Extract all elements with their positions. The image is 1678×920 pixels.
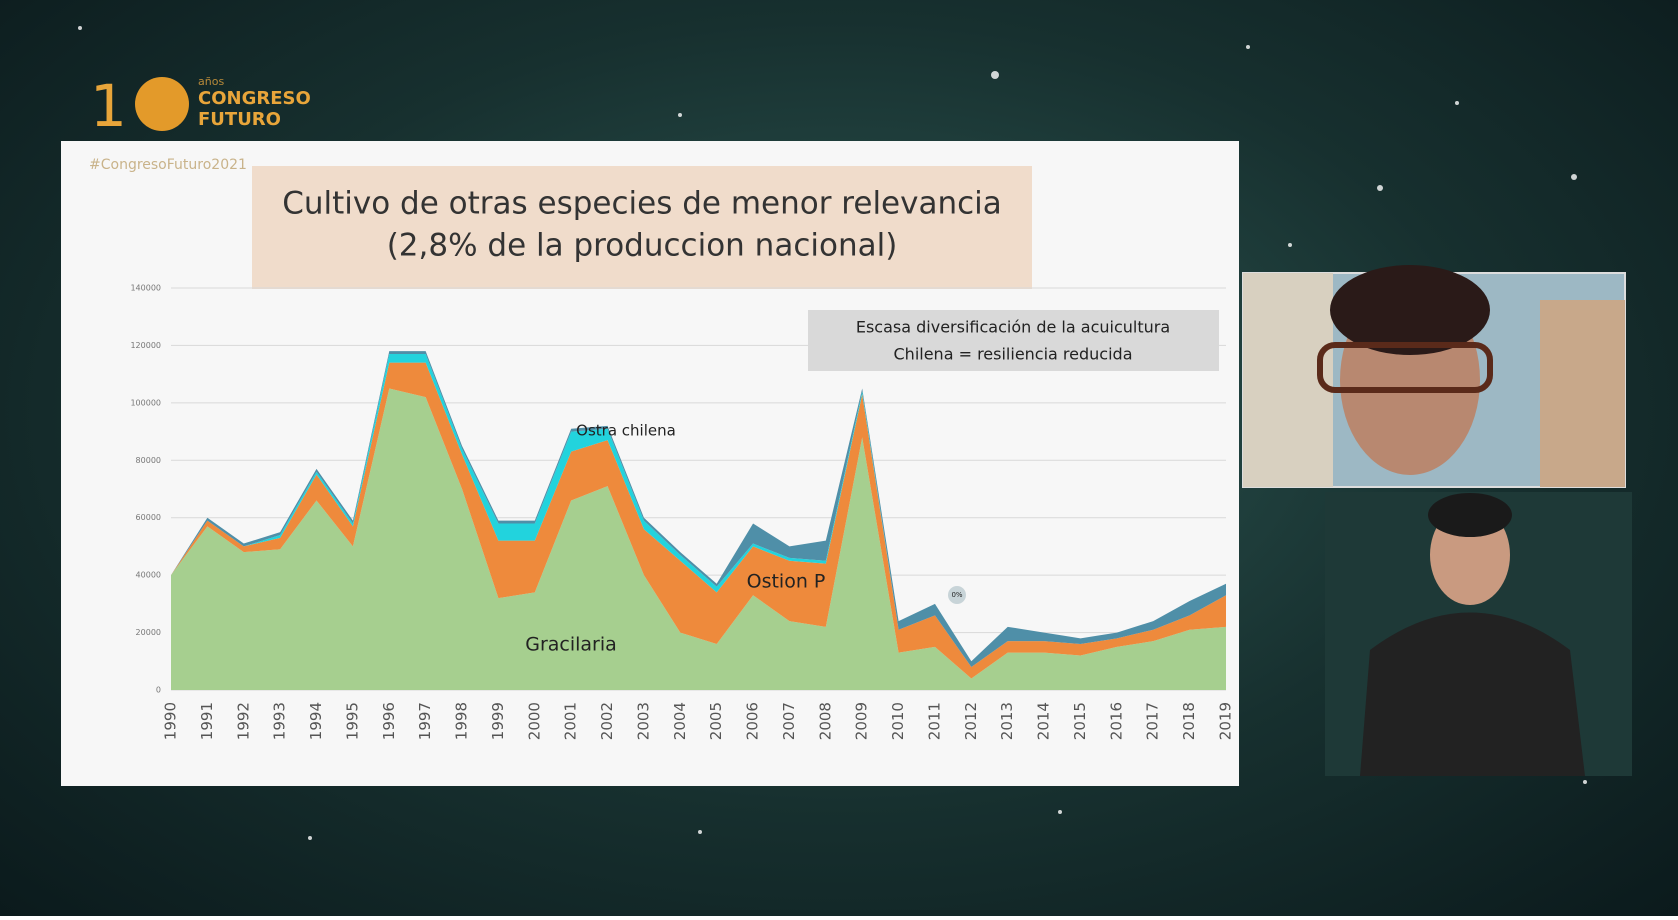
x-tick-label: 2005: [707, 702, 725, 740]
y-tick-label: 100000: [130, 398, 161, 407]
x-tick-label: 2019: [1217, 702, 1235, 740]
x-tick-label: 2012: [962, 702, 980, 740]
x-tick-label: 1995: [343, 702, 361, 740]
slide-title: (2,8% de la produccion nacional): [387, 228, 898, 264]
note: Chilena = resiliencia reducida: [894, 345, 1133, 364]
x-tick-label: 2004: [671, 702, 689, 740]
x-tick-label: 2017: [1144, 702, 1162, 740]
x-tick-label: 1992: [234, 702, 252, 740]
x-tick-label: 2016: [1107, 702, 1125, 740]
annotation: 0%: [951, 591, 962, 599]
y-tick-label: 80000: [136, 456, 161, 465]
note-box: [808, 310, 1219, 371]
x-tick-label: 1998: [453, 702, 471, 740]
x-tick-label: 1990: [162, 702, 180, 740]
x-tick-label: 2003: [634, 702, 652, 740]
area: [171, 362, 1226, 679]
logo-line: CONGRESO: [198, 88, 311, 109]
x-tick-label: 1991: [198, 702, 216, 740]
x-tick-label: 2008: [816, 702, 834, 740]
area: [171, 388, 1226, 690]
x-tick-label: 1996: [380, 702, 398, 740]
speaker-video: [1242, 265, 1626, 488]
x-tick-label: 2015: [1071, 702, 1089, 740]
y-tick-label: 120000: [130, 341, 161, 350]
x-tick-label: 1997: [416, 702, 434, 740]
slide-title: Cultivo de otras especies de menor relev…: [282, 186, 1002, 222]
annotation: Ostra chilena: [576, 422, 676, 440]
x-tick-label: 2011: [925, 702, 943, 740]
x-tick-label: 2006: [744, 702, 762, 740]
logo-small: años: [198, 75, 224, 88]
y-tick-label: 140000: [130, 284, 161, 293]
title-box: [252, 166, 1032, 289]
x-tick-label: 1994: [307, 702, 325, 740]
x-tick-label: 2018: [1180, 702, 1198, 740]
x-tick-label: 1993: [271, 702, 289, 740]
interpreter-video: [1325, 492, 1632, 776]
note: Escasa diversificación de la acuicultura: [856, 318, 1170, 337]
x-tick-label: 2007: [780, 702, 798, 740]
logo-line: FUTURO: [198, 109, 281, 130]
y-tick-label: 60000: [136, 513, 161, 522]
x-tick-label: 2000: [525, 702, 543, 740]
x-tick-label: 2010: [889, 702, 907, 740]
x-tick-label: 2013: [998, 702, 1016, 740]
y-tick-label: 20000: [136, 628, 161, 637]
x-tick-label: 2014: [1035, 702, 1053, 740]
hashtag: #CongresoFuturo2021: [89, 157, 247, 173]
bubble: [948, 586, 966, 604]
logo-number: 1: [90, 72, 127, 140]
annotation: Ostion P: [747, 571, 826, 593]
x-tick-label: 2001: [562, 702, 580, 740]
y-tick-label: 40000: [136, 571, 161, 580]
annotation: Gracilaria: [525, 634, 617, 656]
area: [171, 351, 1226, 668]
x-tick-label: 1999: [489, 702, 507, 740]
y-tick-label: 0: [156, 686, 161, 695]
x-tick-label: 2002: [598, 702, 616, 740]
x-tick-label: 2009: [853, 702, 871, 740]
logo-sun: [135, 77, 189, 131]
